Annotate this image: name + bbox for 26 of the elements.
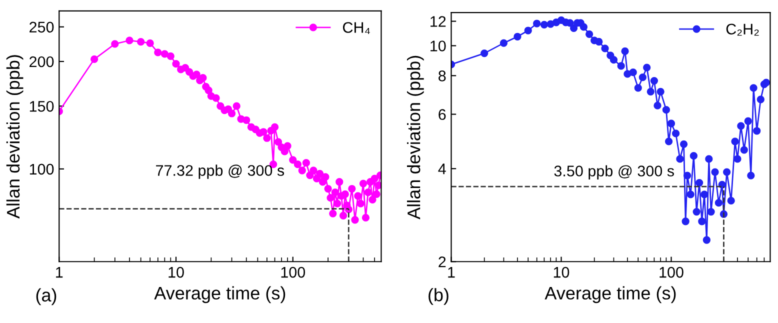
- x-tick-label: 10: [554, 266, 570, 278]
- y-tick-label: 8: [438, 70, 446, 82]
- text: (b): [428, 288, 448, 305]
- x-tick-label: 1: [448, 267, 455, 278]
- text: (a): [36, 288, 56, 306]
- x-tick-label: 10: [168, 266, 184, 278]
- x-axis-title: Average time (s): [154, 286, 286, 304]
- y-tick-label: 150: [30, 100, 54, 112]
- y-axis-title: Allan deviation (ppb): [6, 55, 24, 219]
- y-tick-label: 100: [30, 164, 54, 175]
- y-tick-label: 250: [30, 22, 54, 33]
- y-tick-label: 4: [438, 164, 446, 174]
- y-tick-label: 12: [430, 16, 446, 27]
- annotation: 77.32 ppb @ 300 s: [156, 164, 284, 179]
- y-tick-label: 200: [30, 56, 54, 68]
- y-axis-title: Allan deviation (ppb): [407, 56, 424, 220]
- x-tick-label: 1: [56, 267, 63, 278]
- legend-label: C₂H₂: [726, 24, 759, 36]
- y-tick-label: 6: [438, 109, 446, 120]
- x-tick-label: 100: [660, 266, 684, 278]
- y-tick-label: 2: [438, 256, 446, 268]
- x-axis-title: Average time (s): [544, 286, 676, 304]
- y-tick-label: 10: [430, 40, 446, 52]
- legend-label: CH₄: [342, 22, 370, 34]
- annotation: 3.50 ppb @ 300 s: [554, 165, 674, 180]
- x-tick-label: 100: [281, 266, 306, 278]
